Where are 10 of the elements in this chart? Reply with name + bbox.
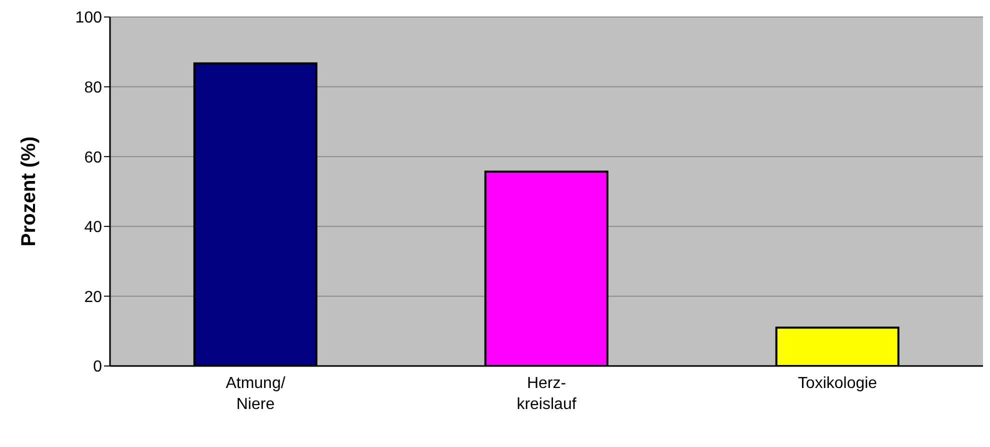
y-tick-label: 20 <box>84 288 102 306</box>
y-tick-label: 60 <box>84 149 102 166</box>
y-tick-label: 80 <box>84 79 102 96</box>
y-tick-label: 40 <box>84 219 102 236</box>
y-axis-title: Prozent (%) <box>18 136 40 246</box>
x-tick-label: Atmung/ Niere <box>226 375 286 413</box>
y-tick-label: 0 <box>93 358 102 376</box>
y-tick-label: 100 <box>75 10 102 27</box>
x-tick-label: Herz- kreislauf <box>516 375 577 413</box>
x-tick-label: Toxikologie <box>798 375 878 392</box>
